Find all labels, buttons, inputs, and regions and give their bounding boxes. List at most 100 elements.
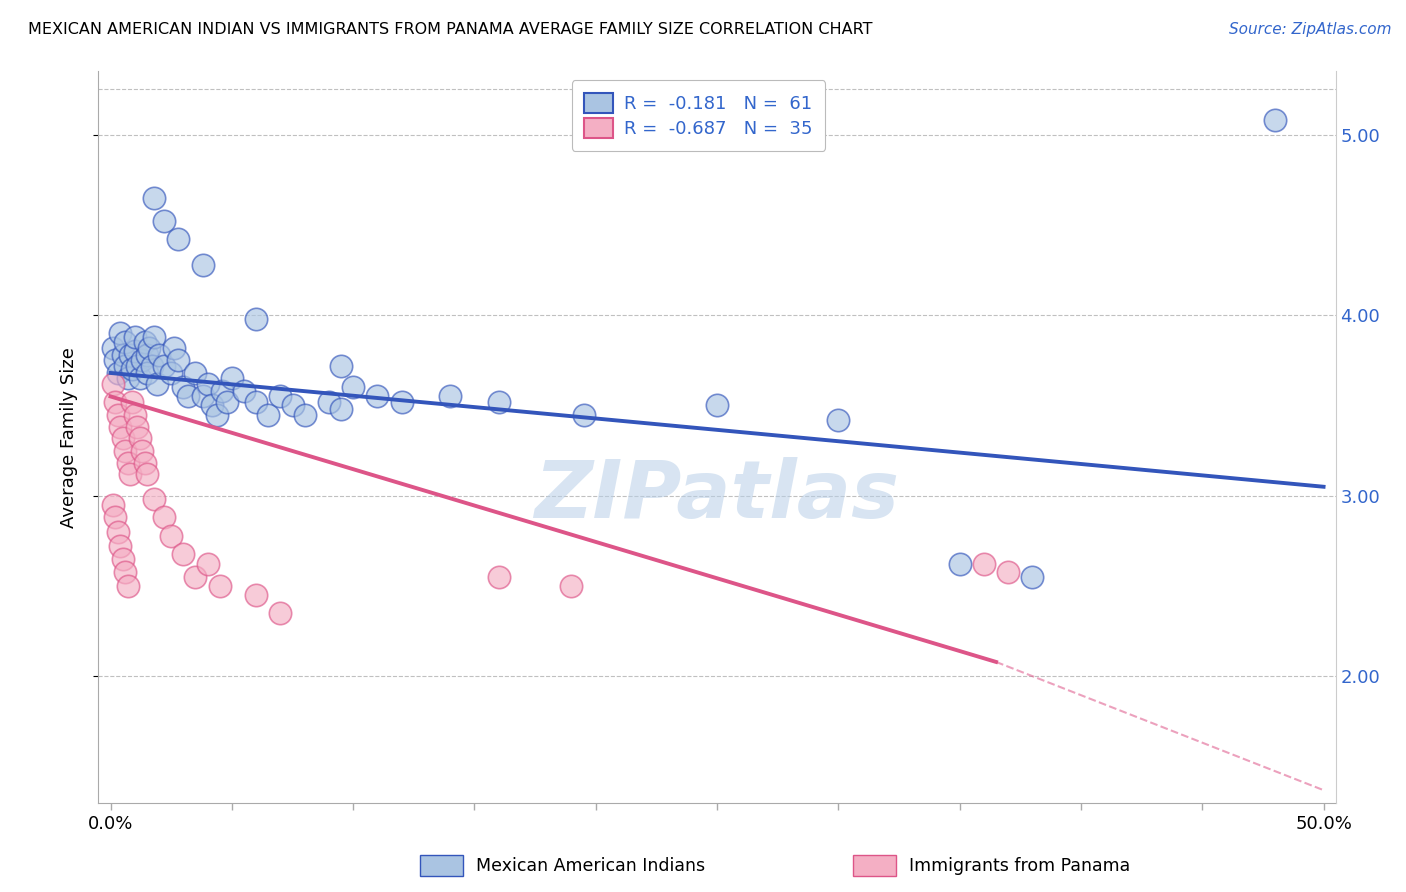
Point — [111, 431, 134, 445]
Point — [439, 389, 461, 403]
Point — [160, 528, 183, 542]
Point — [118, 467, 141, 482]
Point — [107, 408, 129, 422]
Point — [167, 353, 190, 368]
Point — [207, 408, 229, 422]
Point — [111, 348, 134, 362]
Point — [294, 408, 316, 422]
Point — [128, 431, 150, 445]
Point — [1264, 113, 1286, 128]
Point — [177, 389, 200, 403]
Point — [114, 443, 136, 458]
Point — [114, 335, 136, 350]
Point — [172, 547, 194, 561]
Point — [143, 492, 166, 507]
Point — [269, 389, 291, 403]
Point — [281, 399, 304, 413]
Point — [131, 443, 153, 458]
Point — [184, 366, 207, 380]
Point — [167, 232, 190, 246]
Point — [107, 366, 129, 380]
Point — [148, 348, 170, 362]
Point — [101, 498, 124, 512]
Point — [117, 456, 139, 470]
Point — [145, 376, 167, 391]
Point — [124, 344, 146, 359]
Point — [138, 341, 160, 355]
Text: Immigrants from Panama: Immigrants from Panama — [908, 856, 1130, 875]
Point — [330, 402, 353, 417]
FancyBboxPatch shape — [853, 855, 897, 876]
Point — [104, 510, 127, 524]
Point — [342, 380, 364, 394]
Point — [118, 348, 141, 362]
Point — [997, 565, 1019, 579]
Point — [127, 359, 149, 373]
Point — [706, 399, 728, 413]
Point — [211, 384, 233, 398]
Point — [162, 341, 184, 355]
Point — [124, 330, 146, 344]
Point — [111, 552, 134, 566]
Point — [221, 371, 243, 385]
Text: Mexican American Indians: Mexican American Indians — [475, 856, 704, 875]
Point — [153, 214, 176, 228]
Text: Source: ZipAtlas.com: Source: ZipAtlas.com — [1229, 22, 1392, 37]
Point — [141, 359, 163, 373]
Point — [153, 510, 176, 524]
Point — [572, 408, 595, 422]
Point — [143, 191, 166, 205]
Point — [121, 362, 143, 376]
Point — [153, 359, 176, 373]
Point — [121, 395, 143, 409]
Point — [114, 565, 136, 579]
Point — [160, 366, 183, 380]
Point — [215, 395, 238, 409]
Point — [366, 389, 388, 403]
Point — [134, 335, 156, 350]
Point — [110, 420, 132, 434]
FancyBboxPatch shape — [420, 855, 464, 876]
Point — [201, 399, 224, 413]
Y-axis label: Average Family Size: Average Family Size — [59, 347, 77, 527]
Point — [134, 456, 156, 470]
Point — [191, 258, 214, 272]
Point — [949, 558, 972, 572]
Point — [245, 588, 267, 602]
Point — [184, 570, 207, 584]
Point — [104, 395, 127, 409]
Point — [101, 341, 124, 355]
Point — [107, 524, 129, 539]
Point — [245, 395, 267, 409]
Text: MEXICAN AMERICAN INDIAN VS IMMIGRANTS FROM PANAMA AVERAGE FAMILY SIZE CORRELATIO: MEXICAN AMERICAN INDIAN VS IMMIGRANTS FR… — [28, 22, 873, 37]
Point — [110, 539, 132, 553]
Point — [172, 380, 194, 394]
Point — [197, 558, 219, 572]
Point — [560, 579, 582, 593]
Point — [318, 395, 340, 409]
Text: ZIPatlas: ZIPatlas — [534, 457, 900, 534]
Point — [827, 413, 849, 427]
Point — [208, 579, 231, 593]
Point — [131, 353, 153, 368]
Point — [117, 371, 139, 385]
Point — [488, 395, 510, 409]
Point — [191, 389, 214, 403]
Point — [488, 570, 510, 584]
Point — [124, 408, 146, 422]
Point — [110, 326, 132, 341]
Point — [136, 366, 159, 380]
Point — [136, 348, 159, 362]
Point — [136, 467, 159, 482]
Point — [104, 353, 127, 368]
Point — [269, 606, 291, 620]
Point — [143, 330, 166, 344]
Point — [127, 420, 149, 434]
Point — [117, 579, 139, 593]
Point — [114, 359, 136, 373]
Legend: R =  -0.181   N =  61, R =  -0.687   N =  35: R = -0.181 N = 61, R = -0.687 N = 35 — [572, 80, 825, 151]
Point — [101, 376, 124, 391]
Point — [330, 359, 353, 373]
Point — [973, 558, 995, 572]
Point — [1021, 570, 1043, 584]
